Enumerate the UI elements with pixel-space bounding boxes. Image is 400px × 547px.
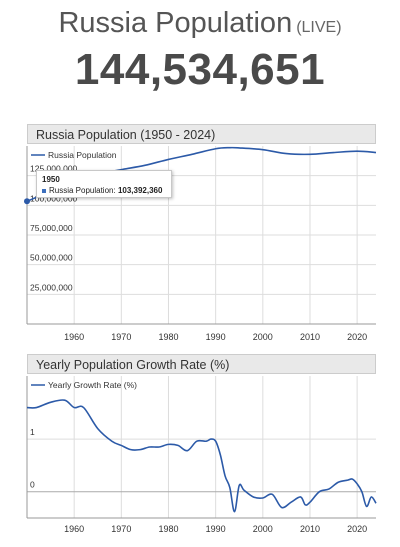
legend-label: Yearly Growth Rate (%) [48, 380, 137, 390]
growth-rate-chart-svg: 1960 1970 1980 1990 2000 2010 2020 0 1 Yearly Gro… [27, 354, 376, 536]
x-tick-label: 2000 [253, 524, 273, 534]
x-tick-label: 2020 [347, 524, 367, 534]
y-tick-label: 50,000,000 [30, 253, 73, 263]
data-point-highlight [24, 198, 30, 204]
tooltip-value: 103,392,360 [118, 186, 163, 195]
x-tick-label: 1960 [64, 332, 84, 342]
x-tick-label: 2010 [300, 332, 320, 342]
x-tick-label: 2000 [253, 332, 273, 342]
x-tick-label: 1980 [158, 332, 178, 342]
tooltip-row: Russia Population: 103,392,360 [42, 185, 166, 196]
legend-label: Russia Population [48, 150, 117, 160]
population-chart: Russia Population (1950 - 2024) 1960 1970… [27, 124, 376, 346]
x-tick-label: 2020 [347, 332, 367, 342]
y-tick-label: 75,000,000 [30, 223, 73, 233]
tooltip-series-marker [42, 189, 46, 193]
x-tick-label: 1990 [206, 332, 226, 342]
y-tick-label: 25,000,000 [30, 282, 73, 292]
title-text: Russia Population [58, 7, 292, 39]
y-tick-label: 1 [30, 427, 35, 437]
x-tick-label: 1960 [64, 524, 84, 534]
x-tick-label: 1980 [158, 524, 178, 534]
x-tick-label: 1990 [206, 524, 226, 534]
x-tick-label: 1970 [111, 524, 131, 534]
page-title: Russia Population (LIVE) [0, 6, 400, 45]
series-line [27, 400, 376, 512]
live-label: (LIVE) [296, 19, 341, 36]
chart-tooltip: 1950 Russia Population: 103,392,360 [36, 170, 172, 198]
tooltip-year: 1950 [42, 174, 166, 185]
y-tick-label: 0 [30, 480, 35, 490]
growth-rate-chart: Yearly Population Growth Rate (%) 1960 19… [27, 354, 376, 536]
population-chart-svg: 1960 1970 1980 1990 2000 2010 2020 25,000,000 50… [27, 124, 376, 346]
x-tick-label: 2010 [300, 524, 320, 534]
tooltip-label: Russia Population: [49, 186, 116, 195]
population-counter: 144,534,651 [0, 44, 400, 96]
x-tick-label: 1970 [111, 332, 131, 342]
